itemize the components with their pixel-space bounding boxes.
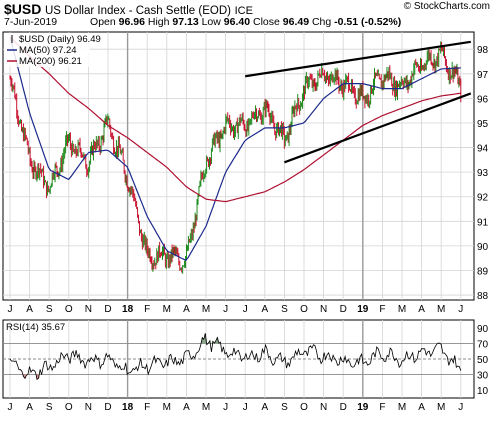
ma50-line [9,36,461,262]
rsi-month-label: 18 [122,402,134,413]
price-tick-label: 91 [477,217,489,228]
price-tick-label: 95 [477,119,489,130]
chg-value: -0.51 (-0.52%) [334,16,402,28]
rsi-month-label: M [398,402,406,413]
month-label: J [8,304,13,315]
month-label: M [398,304,406,315]
rsi-month-label: J [8,402,13,413]
symbol: $USD [4,1,42,17]
month-label: N [85,304,92,315]
price-tick-label: 98 [477,45,489,56]
rsi-month-label: J [243,402,248,413]
month-label: 19 [357,304,369,315]
rsi-month-label: A [261,402,268,413]
instrument-name: US Dollar Index - Cash Settle (EOD) [44,5,231,17]
legend-box [4,33,90,67]
rsi-month-label: M [202,402,210,413]
close-value: 96.49 [282,16,310,28]
month-label: A [261,304,268,315]
quote-date: 7-Jun-2019 [4,16,58,28]
month-label: M [437,304,445,315]
chg-label: Chg [311,16,332,28]
rsi-month-label: M [163,402,171,413]
rsi-label: RSI(14) 35.67 [6,322,65,333]
watermark: © StockCharts.com [403,1,490,12]
rsi-month-label: O [300,402,308,413]
high-label: High [147,16,170,28]
price-tick-label: 88 [477,291,489,302]
month-label: O [65,304,73,315]
month-label: D [340,304,347,315]
rsi-tick-label: 70 [477,339,489,350]
month-label: M [202,304,210,315]
rsi-month-label: N [320,402,327,413]
rsi-month-label: A [418,402,425,413]
price-panel [2,31,475,301]
month-label: J [458,304,463,315]
rsi-month-label: O [65,402,73,413]
price-tick-label: 93 [477,168,489,179]
rsi-month-label: S [46,402,53,413]
price-tick-label: 92 [477,193,489,204]
price-tick-label: 94 [477,144,489,155]
rsi-month-label: 19 [357,402,369,413]
rsi-month-label: D [104,402,111,413]
month-label: J [223,304,228,315]
month-label: 18 [122,304,134,315]
rsi-tick-label: 10 [477,386,489,397]
month-label: S [46,304,53,315]
month-label: A [26,304,33,315]
rsi-month-label: J [458,402,463,413]
month-label: N [320,304,327,315]
month-label: M [163,304,171,315]
rsi-month-label: A [183,402,190,413]
rsi-month-label: M [437,402,445,413]
month-label: F [379,304,385,315]
rsi-month-label: J [223,402,228,413]
rsi-month-label: N [85,402,92,413]
close-label: Close [252,16,280,28]
month-label: A [418,304,425,315]
low-value: 96.40 [223,16,251,28]
chart-title: $USD US Dollar Index - Cash Settle (EOD)… [4,1,253,17]
rsi-tick-label: 30 [477,371,489,382]
price-tick-label: 90 [477,242,489,253]
rsi-month-label: F [144,402,150,413]
rsi-month-label: S [281,402,288,413]
rsi-month-label: A [26,402,33,413]
trendline-upper [245,40,471,78]
price-tick-label: 96 [477,94,489,105]
rsi-tick-label: 50 [477,355,489,366]
legend-price: $USD (Daily) 96.49 [19,34,101,45]
month-label: F [144,304,150,315]
month-label: A [183,304,190,315]
low-label: Low [201,16,221,28]
legend-ma200: MA(200) 96.21 [19,56,82,67]
rsi-month-label: D [340,402,347,413]
open-value: 96.96 [118,16,145,28]
rsi-line [9,333,462,380]
month-label: J [243,304,248,315]
price-tick-label: 89 [477,266,489,277]
month-label: S [281,304,288,315]
ma200-line [9,36,461,203]
price-tick-label: 97 [477,70,489,81]
rsi-tick-label: 90 [477,324,489,335]
quote-line: 7-Jun-2019 Open 96.96 High 97.13 Low 96.… [4,16,401,28]
month-label: O [300,304,308,315]
legend-ma50: MA(50) 97.24 [19,45,77,56]
high-value: 97.13 [172,16,199,28]
month-label: D [104,304,111,315]
trendline-lower [284,92,472,164]
rsi-month-label: F [379,402,385,413]
exchange: ICE [234,5,253,17]
open-label: Open [90,16,116,28]
